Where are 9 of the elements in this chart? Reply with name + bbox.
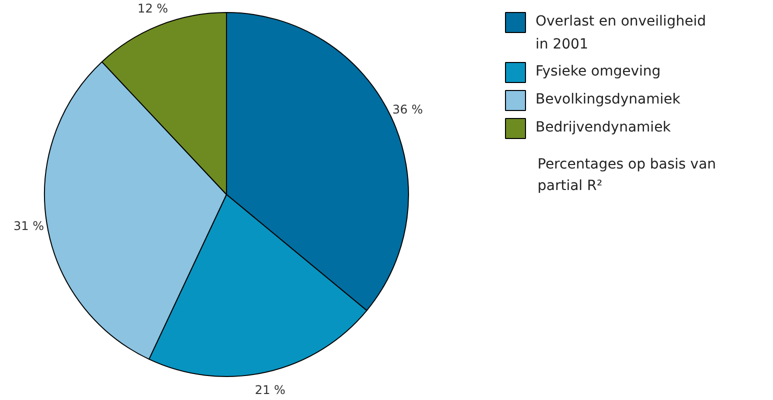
legend-label: Bevolkingsdynamiek (536, 92, 682, 108)
data-label: 31 % (14, 218, 44, 233)
legend-label: Bedrijvendynamiek (536, 120, 672, 136)
legend-label: Overlast en onveiligheid in 2001 (536, 14, 706, 53)
data-label: 21 % (254, 382, 286, 397)
data-label: 12 % (138, 1, 168, 16)
text: Percentages op basis van partial R² (538, 156, 716, 194)
data-label: 36 % (392, 102, 423, 116)
legend-label: Fysieke omgeving (536, 64, 661, 80)
